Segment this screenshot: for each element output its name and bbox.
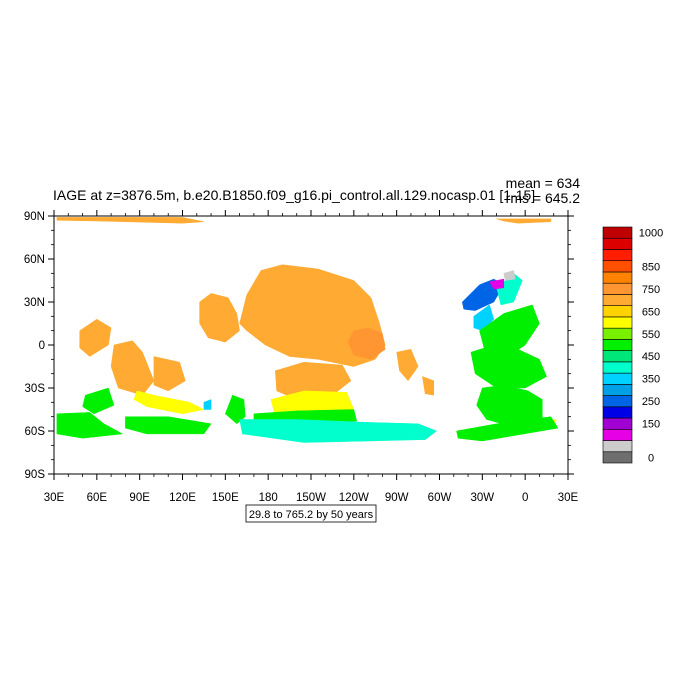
colorbar-label: 250 (642, 396, 660, 408)
colorbar-swatch (602, 294, 633, 306)
x-tick-label: 0 (522, 492, 528, 504)
x-tick-label: 150E (212, 492, 239, 504)
colorbar-swatch (602, 417, 633, 430)
colorbar-swatch (602, 372, 633, 385)
region-indian-south-yellow (133, 390, 205, 415)
region-arabian-sea (79, 318, 112, 357)
region-southern-ocean-west (56, 412, 124, 439)
colorbar-label: 850 (642, 261, 660, 273)
range-label: 29.8 to 765.2 by 50 years (249, 509, 374, 521)
x-tick-label: 30E (558, 492, 579, 504)
region-equatorial-atlantic-green (470, 344, 547, 389)
colorbar-swatch (602, 249, 633, 262)
x-tick-label: 90E (129, 492, 150, 504)
colorbar-swatch (602, 350, 633, 363)
y-tick-label: 30N (24, 297, 45, 309)
colorbar: 0 150 250 350 450 550 650 750 850 1000 (602, 226, 663, 464)
region-arctic-strip-east (496, 218, 552, 224)
region-pacific-antarctic-cyan (239, 419, 438, 443)
y-tick-label: 90S (25, 469, 46, 481)
x-tick-label: 30E (44, 492, 65, 504)
colorbar-label: 1000 (639, 228, 663, 240)
colorbar-label: 150 (642, 419, 660, 431)
colorbar-swatch (602, 316, 633, 329)
colorbar-swatch (602, 339, 633, 351)
colorbar-swatch (602, 327, 633, 340)
x-tick-label: 30W (471, 492, 495, 504)
colorbar-swatch (602, 260, 633, 273)
x-tick-label: 120E (169, 492, 196, 504)
map-area (56, 217, 559, 443)
colorbar-label: 650 (642, 306, 660, 318)
colorbar-swatch (602, 226, 633, 239)
colorbar-swatch (602, 384, 633, 396)
y-tick-label: 30S (25, 383, 46, 395)
region-weddell-green (456, 416, 559, 442)
colorbar-swatch (602, 271, 633, 284)
region-wharton-basin (153, 356, 186, 392)
x-tick-label: 60E (87, 492, 108, 504)
region-nordic-grey (503, 270, 516, 281)
colorbar-label: 550 (642, 329, 660, 341)
colorbar-swatch (602, 305, 633, 318)
colorbar-swatch (602, 406, 633, 419)
y-tick-label: 0 (39, 340, 45, 352)
region-argentine-orange (422, 376, 435, 396)
y-tick-label: 90N (24, 211, 45, 223)
region-indian-ocean-orange (110, 340, 155, 396)
colorbar-swatch (602, 282, 633, 295)
region-indian-light-cyan (203, 399, 212, 410)
rms-label: rms = 645.2 (506, 190, 581, 206)
colorbar-label: 0 (648, 452, 654, 464)
x-tick-label: 120W (339, 492, 369, 504)
x-tick-label: 60W (428, 492, 452, 504)
region-sw-indian-green (82, 387, 115, 415)
colorbar-swatch (602, 395, 633, 408)
region-east-pacific-darker (347, 327, 386, 360)
colorbar-swatch (602, 361, 633, 374)
colorbar-label: 450 (642, 351, 660, 363)
region-labrador-magenta (489, 278, 505, 290)
colorbar-label: 350 (642, 374, 660, 386)
colorbar-swatch (602, 237, 633, 250)
region-south-pacific-orange (275, 361, 352, 400)
chart-title: IAGE at z=3876.5m, b.e20.B1850.f09_g16.p… (53, 187, 535, 203)
colorbar-swatch (602, 440, 633, 453)
colorbar-swatch (602, 428, 633, 441)
x-tick-label: 150W (296, 492, 326, 504)
x-tick-label: 180 (259, 492, 278, 504)
mean-label: mean = 634 (506, 175, 581, 191)
region-nw-pacific (199, 293, 240, 343)
x-tick-label: 90W (385, 492, 409, 504)
range-label-box (245, 504, 377, 523)
region-se-pacific-orange (396, 349, 419, 382)
region-arctic-strip-west (56, 217, 204, 224)
y-tick-label: 60S (25, 426, 46, 438)
colorbar-swatch (602, 451, 633, 464)
region-south-indian-green (125, 416, 212, 435)
colorbar-label: 750 (642, 284, 660, 296)
y-tick-label: 60N (24, 254, 45, 266)
